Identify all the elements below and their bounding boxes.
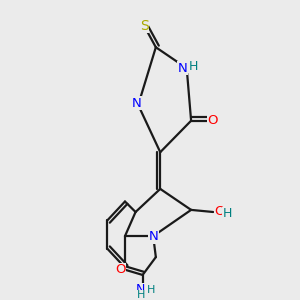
Text: O: O — [115, 263, 126, 276]
Text: O: O — [207, 114, 218, 127]
Text: O: O — [214, 206, 225, 218]
Text: S: S — [140, 19, 149, 32]
Text: N: N — [136, 283, 146, 296]
Text: H: H — [136, 290, 145, 300]
Text: N: N — [131, 97, 141, 110]
Text: N: N — [149, 230, 159, 243]
Text: H: H — [147, 285, 155, 295]
Text: N: N — [177, 62, 187, 75]
Text: H: H — [189, 60, 198, 73]
Text: H: H — [223, 207, 232, 220]
